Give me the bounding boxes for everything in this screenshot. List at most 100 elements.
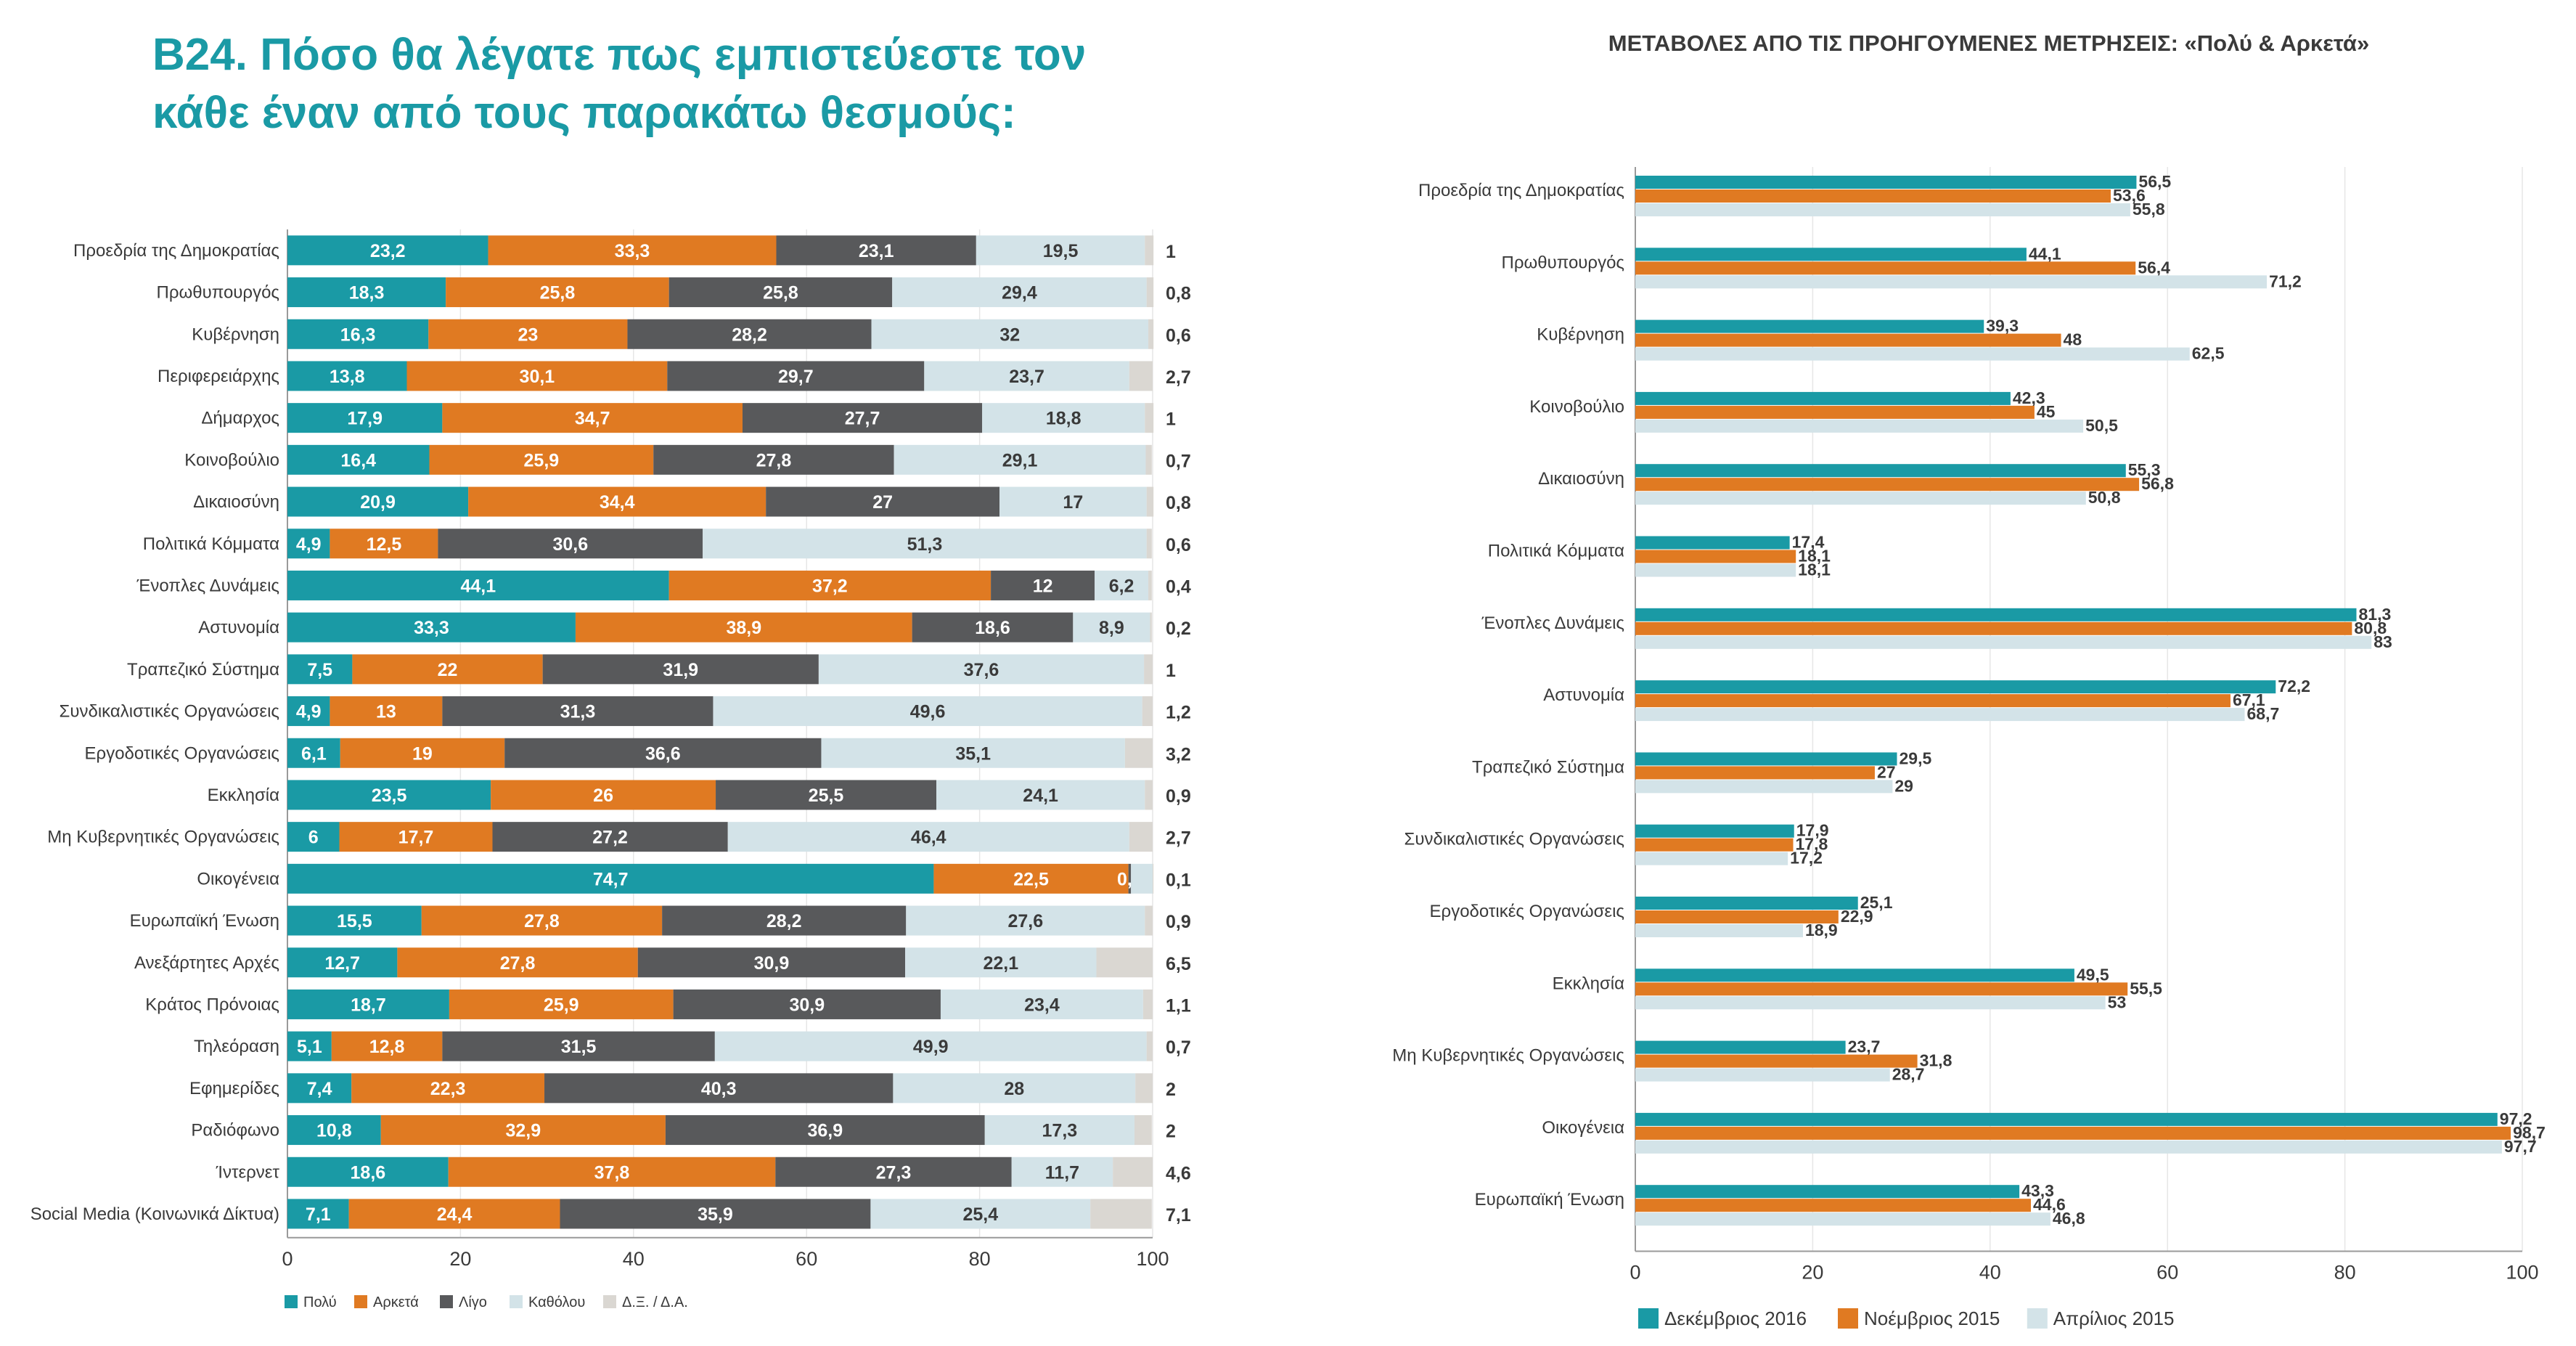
- bar-segment: [714, 1031, 1147, 1061]
- category-label: Οικογένεια: [1542, 1118, 1624, 1138]
- legend-label: Πολύ: [303, 1294, 337, 1310]
- data-label: 13,8: [330, 367, 365, 387]
- bar-segment: [871, 319, 1149, 349]
- bar-segment: [991, 570, 1095, 600]
- bar-segment: [575, 612, 912, 643]
- bar-segment: [330, 696, 443, 727]
- bar-segment: [1146, 486, 1154, 517]
- category-label: Πολιτικά Κόμματα: [143, 534, 279, 554]
- category-label: Κυβέρνηση: [192, 325, 279, 344]
- data-label: 68,7: [2247, 704, 2280, 723]
- data-label: 31,3: [560, 702, 596, 722]
- category-label: Αστυνομία: [1543, 685, 1624, 705]
- bar-segment: [544, 1073, 894, 1104]
- data-label: 5,1: [297, 1037, 322, 1057]
- category-label: Ραδιόφωνο: [191, 1121, 279, 1141]
- bar: [1635, 478, 2140, 492]
- legend-label: Καθόλου: [528, 1294, 585, 1310]
- data-label: 44,1: [461, 576, 496, 596]
- bar-segment: [397, 947, 638, 978]
- data-label: 25,5: [809, 786, 844, 806]
- x-tick-label: 60: [2156, 1262, 2178, 1284]
- bar-segment: [1146, 1031, 1153, 1061]
- data-label: 28,2: [766, 911, 802, 931]
- legend-label: Αρκετά: [373, 1294, 419, 1310]
- bar: [1635, 838, 1794, 852]
- data-label: 34,4: [600, 492, 635, 513]
- data-label: 31,5: [561, 1037, 597, 1057]
- data-label: 6,2: [1109, 576, 1134, 596]
- data-label: 30,6: [552, 534, 588, 555]
- data-label: 36,6: [645, 743, 681, 764]
- data-label: 98,7: [2513, 1123, 2546, 1142]
- bar-segment: [999, 486, 1147, 517]
- bar-segment: [668, 277, 893, 308]
- bar: [1635, 1126, 2511, 1140]
- data-label: 17,7: [398, 828, 434, 848]
- data-label: 37,6: [964, 660, 999, 680]
- bar: [1635, 708, 2245, 722]
- bar: [1635, 203, 2130, 216]
- bar: [1635, 982, 2128, 996]
- data-label: 28,7: [1892, 1065, 1925, 1084]
- bar-segment: [287, 1031, 332, 1061]
- data-label: 22,5: [1013, 869, 1049, 889]
- data-label: 72,2: [2278, 677, 2310, 696]
- data-label: 22: [438, 660, 458, 680]
- data-label: 37,8: [594, 1162, 630, 1183]
- bar-segment: [287, 361, 407, 391]
- bar-segment: [330, 529, 438, 559]
- category-label: Ευρωπαϊκή Ένωση: [130, 911, 279, 931]
- bar: [1635, 1112, 2498, 1126]
- bar-segment: [287, 319, 429, 349]
- dk-value-label: 3,2: [1166, 744, 1191, 764]
- bar: [1635, 319, 1984, 333]
- bar: [1635, 261, 2136, 275]
- bar-segment: [1146, 529, 1152, 559]
- bar-segment: [1124, 738, 1153, 768]
- x-tick-label: 40: [623, 1248, 645, 1270]
- category-label: Δικαιοσύνη: [193, 492, 279, 512]
- category-label: Εκκλησία: [208, 786, 280, 805]
- data-label: 17,2: [1790, 849, 1823, 868]
- bar: [1635, 1185, 2020, 1199]
- dk-value-label: 1,2: [1166, 703, 1191, 723]
- bar-segment: [667, 361, 925, 391]
- data-label: 27,8: [524, 911, 560, 931]
- bar: [1635, 752, 1897, 766]
- bar-segment: [287, 822, 340, 852]
- bar-segment: [818, 654, 1145, 685]
- bar-segment: [428, 319, 628, 349]
- data-label: 44,1: [2029, 244, 2061, 263]
- data-label: 19,5: [1043, 241, 1079, 261]
- bar-segment: [984, 1115, 1134, 1146]
- dk-value-label: 1: [1166, 242, 1176, 262]
- data-label: 4,9: [296, 702, 322, 722]
- data-label: 13: [376, 702, 396, 722]
- bar: [1635, 405, 2035, 419]
- bar: [1635, 347, 2190, 361]
- category-label: Περιφερειάρχης: [158, 367, 279, 386]
- category-label: Εκκλησία: [1553, 974, 1625, 993]
- bar: [1635, 536, 1790, 550]
- data-label: 18,6: [975, 618, 1010, 638]
- data-label: 15,5: [337, 911, 372, 931]
- bar-segment: [1134, 1115, 1152, 1146]
- bar-segment: [448, 1157, 776, 1187]
- bar-segment: [940, 989, 1143, 1019]
- bar-segment: [912, 612, 1074, 643]
- data-label: 30,9: [789, 995, 825, 1015]
- data-label: 12,8: [369, 1037, 405, 1057]
- bar-segment: [504, 738, 822, 768]
- data-label: 23,5: [372, 786, 407, 806]
- chart-title: B24. Πόσο θα λέγατε πως εμπιστεύεστε τον…: [152, 26, 1169, 142]
- bar-segment: [287, 570, 669, 600]
- data-label: 27: [872, 492, 893, 513]
- data-label: 18,7: [351, 995, 386, 1015]
- bar-segment: [287, 1073, 352, 1104]
- data-label: 23,7: [1009, 367, 1044, 387]
- data-label: 7,1: [306, 1204, 331, 1225]
- dk-value-label: 1: [1166, 661, 1176, 681]
- data-label: 19: [412, 743, 433, 764]
